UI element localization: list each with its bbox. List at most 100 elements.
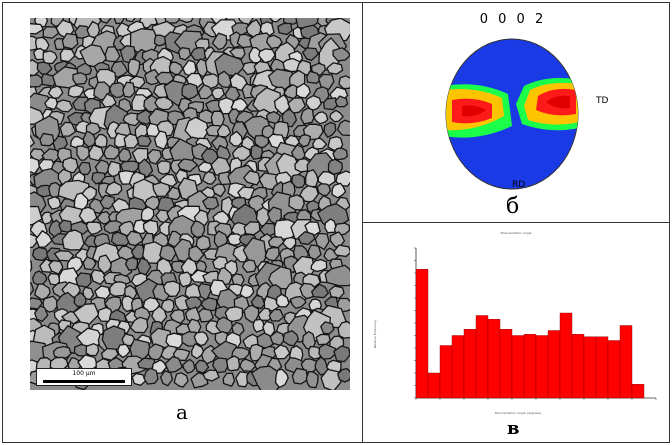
grain — [320, 368, 342, 390]
grain — [103, 144, 120, 160]
histogram-bar — [427, 372, 441, 399]
grain — [282, 330, 300, 347]
grain — [30, 233, 38, 249]
grain — [67, 84, 84, 98]
grain — [124, 256, 139, 271]
grain — [337, 367, 350, 383]
grain — [281, 236, 297, 251]
histogram-bar — [487, 319, 501, 399]
grain — [239, 283, 255, 299]
grain — [197, 307, 214, 323]
grain — [147, 343, 164, 361]
grain — [146, 148, 163, 165]
grain — [201, 196, 220, 210]
grain — [142, 241, 165, 264]
grain — [332, 147, 348, 161]
histogram-bar — [631, 384, 645, 399]
histogram-bar — [439, 345, 453, 399]
grain — [334, 95, 349, 108]
grain — [324, 264, 350, 287]
grain — [47, 85, 64, 99]
grain — [164, 18, 182, 24]
grain — [211, 87, 225, 100]
grain — [47, 195, 62, 210]
grain — [333, 345, 350, 363]
grain — [82, 130, 97, 148]
grain — [242, 169, 261, 186]
grain — [131, 372, 147, 387]
misorientation-histogram: Misorientation Angle Relative Frequency … — [373, 231, 657, 415]
y-axis-label: Relative Frequency — [373, 320, 377, 349]
grain — [217, 97, 235, 115]
grain — [222, 372, 236, 387]
histogram-bar — [559, 312, 573, 399]
grain — [88, 144, 105, 162]
grain — [41, 147, 62, 163]
grain — [291, 367, 309, 385]
grain — [272, 120, 290, 139]
grain — [39, 132, 55, 147]
grain — [85, 221, 103, 236]
grain — [109, 82, 126, 99]
panel-label-v: в — [507, 418, 520, 439]
grain — [257, 307, 273, 322]
grain — [224, 306, 244, 323]
grain — [273, 344, 291, 360]
grain — [136, 134, 152, 147]
grain — [129, 316, 149, 334]
grain — [93, 285, 111, 300]
grain — [332, 47, 350, 62]
grain — [211, 32, 228, 51]
grain — [52, 345, 72, 360]
histogram-bar — [547, 330, 561, 399]
grain — [305, 94, 322, 112]
microstructure-image — [30, 18, 350, 390]
grain — [121, 333, 137, 347]
grain — [331, 182, 347, 199]
grain — [35, 229, 53, 248]
grain — [127, 58, 141, 78]
grain — [107, 160, 122, 178]
grain — [291, 173, 306, 189]
scale-bar: 100 µm — [36, 368, 132, 386]
grain — [54, 99, 74, 113]
panel-label-b: б — [506, 194, 520, 219]
grain — [62, 156, 79, 174]
grain — [144, 68, 162, 86]
histogram-bar — [571, 334, 585, 399]
histogram-bar — [499, 329, 513, 399]
grain — [195, 234, 212, 251]
grain — [275, 293, 290, 308]
grain — [315, 333, 331, 346]
grain — [265, 34, 283, 50]
grain — [30, 282, 35, 297]
histogram-bar — [415, 269, 429, 399]
grain — [42, 26, 60, 39]
grain — [125, 230, 144, 247]
grain — [42, 50, 58, 65]
grain — [301, 47, 320, 62]
grain — [82, 286, 95, 301]
grain — [201, 170, 217, 185]
grain — [82, 256, 97, 271]
grain — [72, 72, 88, 85]
grain — [99, 194, 116, 210]
grain — [306, 70, 322, 84]
grain — [314, 232, 330, 251]
grain — [228, 130, 244, 147]
grain — [188, 245, 205, 263]
grain — [123, 133, 140, 149]
grain — [125, 18, 136, 23]
grain — [30, 259, 33, 273]
histogram-bar — [535, 335, 549, 399]
grain — [226, 233, 244, 246]
grain — [103, 220, 123, 235]
grain — [181, 358, 196, 374]
scale-bar-text: 100 µm — [72, 370, 96, 377]
grain — [181, 82, 199, 100]
grain — [311, 137, 328, 150]
grain — [197, 84, 215, 100]
grain — [61, 229, 85, 251]
grain — [30, 23, 44, 35]
grain — [327, 158, 344, 176]
